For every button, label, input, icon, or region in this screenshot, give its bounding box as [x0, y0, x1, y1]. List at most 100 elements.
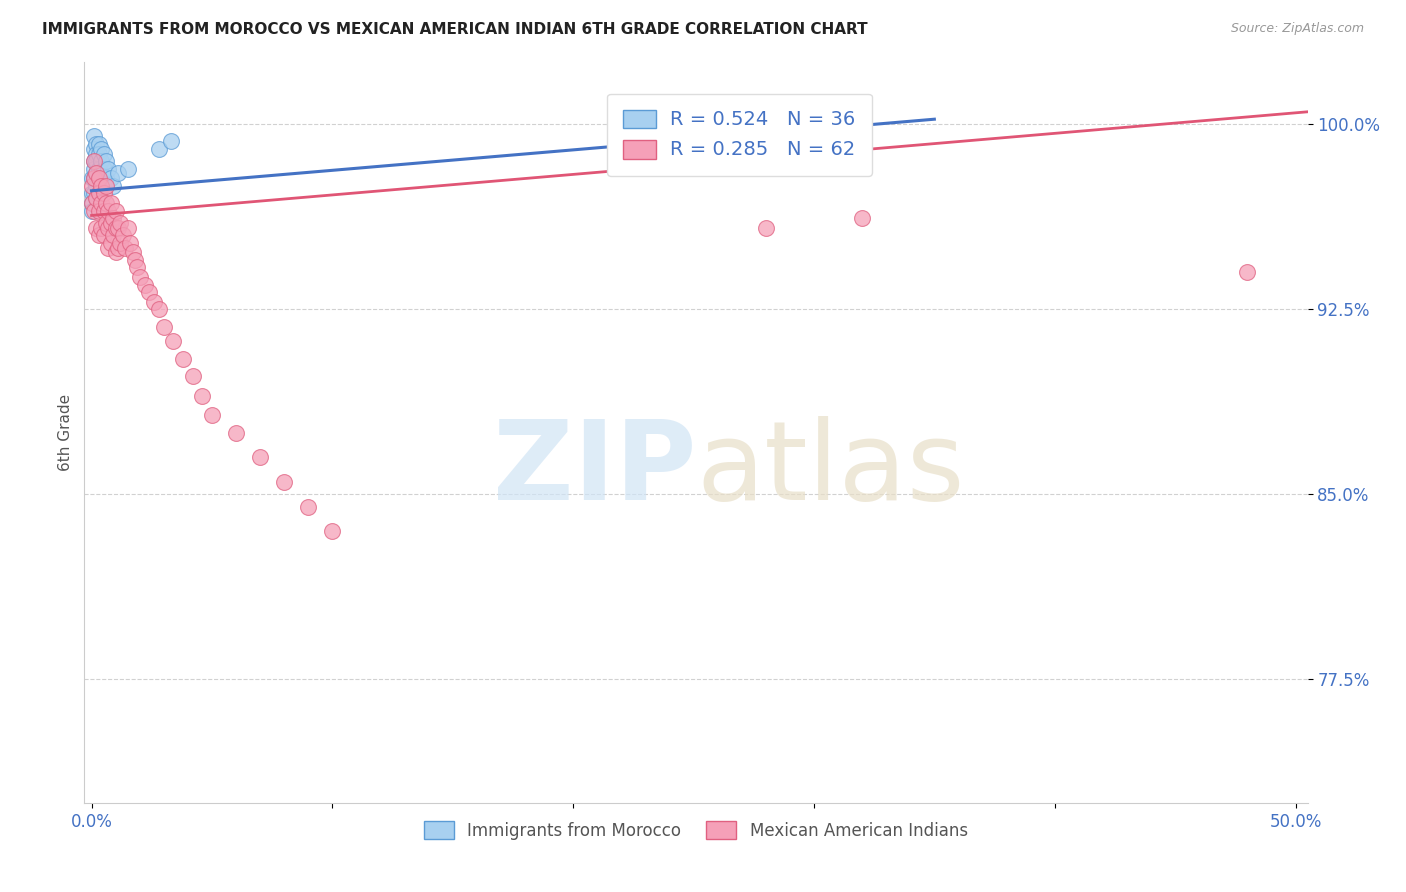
Point — [225, 425, 247, 440]
Point — [94, 216, 117, 230]
Point — [83, 171, 105, 186]
Point — [87, 136, 110, 151]
Point — [93, 186, 115, 201]
Point — [134, 277, 156, 292]
Point — [100, 171, 122, 186]
Point — [97, 220, 120, 235]
Point — [107, 220, 129, 235]
Point — [87, 171, 110, 186]
Point — [138, 285, 160, 299]
Point — [100, 216, 122, 230]
Point — [87, 161, 110, 176]
Point — [86, 178, 108, 193]
Point — [93, 203, 115, 218]
Point — [100, 196, 122, 211]
Text: atlas: atlas — [696, 417, 965, 523]
Point — [121, 245, 143, 260]
Point — [103, 228, 125, 243]
Point — [86, 136, 108, 151]
Point — [117, 161, 139, 176]
Point — [117, 220, 139, 235]
Point — [97, 161, 120, 176]
Point — [87, 203, 110, 218]
Point — [80, 196, 103, 211]
Point — [94, 154, 117, 169]
Point — [80, 171, 103, 186]
Point — [148, 302, 170, 317]
Point — [143, 294, 166, 309]
Point — [86, 166, 108, 180]
Point — [97, 203, 120, 218]
Point — [80, 178, 103, 193]
Point — [80, 203, 103, 218]
Point — [851, 211, 873, 225]
Legend: Immigrants from Morocco, Mexican American Indians: Immigrants from Morocco, Mexican America… — [418, 814, 974, 847]
Point — [86, 166, 108, 180]
Point — [90, 166, 112, 180]
Point — [86, 191, 108, 205]
Point — [201, 409, 224, 423]
Point — [93, 228, 115, 243]
Point — [321, 524, 343, 539]
Point — [107, 240, 129, 254]
Point — [162, 334, 184, 349]
Point — [87, 228, 110, 243]
Text: ZIP: ZIP — [492, 417, 696, 523]
Point — [110, 216, 132, 230]
Point — [80, 196, 103, 211]
Point — [90, 220, 112, 235]
Point — [181, 368, 204, 383]
Point — [103, 178, 125, 193]
Point — [80, 186, 103, 201]
Point — [83, 186, 105, 201]
Point — [94, 178, 117, 193]
Point — [86, 154, 108, 169]
Point — [104, 203, 127, 218]
Point — [94, 196, 117, 211]
Point — [104, 245, 127, 260]
Point — [114, 240, 136, 254]
Point — [87, 146, 110, 161]
Point — [120, 235, 142, 250]
Point — [83, 154, 105, 169]
Point — [1236, 265, 1258, 279]
Point — [83, 161, 105, 176]
Point — [86, 146, 108, 161]
Point — [83, 154, 105, 169]
Point — [94, 171, 117, 186]
Point — [124, 252, 146, 267]
Point — [104, 220, 127, 235]
Point — [97, 240, 120, 254]
Point — [93, 161, 115, 176]
Point — [103, 211, 125, 225]
Point — [153, 319, 176, 334]
Point — [87, 171, 110, 186]
Point — [191, 388, 214, 402]
Point — [90, 196, 112, 211]
Point — [249, 450, 271, 465]
Point — [93, 146, 115, 161]
Point — [100, 235, 122, 250]
Point — [83, 171, 105, 186]
Point — [87, 186, 110, 201]
Point — [86, 220, 108, 235]
Y-axis label: 6th Grade: 6th Grade — [58, 394, 73, 471]
Point — [83, 129, 105, 144]
Point — [83, 203, 105, 218]
Point — [127, 260, 149, 275]
Point — [172, 351, 194, 366]
Point — [90, 142, 112, 156]
Point — [110, 235, 132, 250]
Text: Source: ZipAtlas.com: Source: ZipAtlas.com — [1230, 22, 1364, 36]
Point — [297, 500, 319, 514]
Point — [86, 191, 108, 205]
Text: IMMIGRANTS FROM MOROCCO VS MEXICAN AMERICAN INDIAN 6TH GRADE CORRELATION CHART: IMMIGRANTS FROM MOROCCO VS MEXICAN AMERI… — [42, 22, 868, 37]
Point — [128, 270, 150, 285]
Point — [755, 220, 778, 235]
Point — [273, 475, 295, 489]
Point — [111, 228, 134, 243]
Point — [148, 142, 170, 156]
Point — [83, 142, 105, 156]
Point — [160, 135, 183, 149]
Point — [107, 166, 129, 180]
